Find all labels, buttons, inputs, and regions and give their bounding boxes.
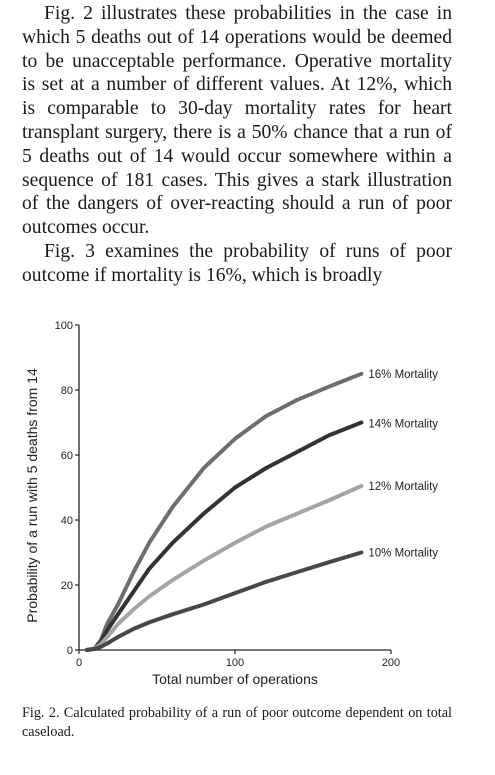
y-tick-label: 80 — [61, 385, 73, 397]
paragraph-2: Fig. 3 examines the probability of runs … — [22, 240, 452, 286]
series-line-16-mortality — [84, 371, 364, 652]
x-tick-label: 100 — [226, 657, 244, 669]
probability-line-chart: 0 20 40 60 80 100 0 100 200 Total number of opera… — [24, 320, 438, 687]
series-label-16-mortality: 16% Mortality — [368, 369, 438, 381]
series-label-14-mortality: 14% Mortality — [368, 419, 438, 431]
series-line-12-mortality — [84, 483, 364, 652]
series-line-10-mortality — [84, 550, 364, 652]
x-axis-label: Total number of operations — [152, 671, 318, 687]
y-tick-label: 60 — [61, 450, 73, 462]
series-label-10-mortality: 10% Mortality — [368, 548, 438, 560]
y-tick-label: 0 — [67, 645, 73, 657]
x-tick-label: 0 — [76, 657, 82, 669]
y-tick-label: 40 — [61, 515, 73, 527]
paragraph-1: Fig. 2 illustrates these probabilities i… — [22, 3, 452, 239]
y-tick-label: 20 — [61, 580, 73, 592]
x-tick-label: 200 — [382, 657, 400, 669]
article-text: Fig. 2 illustrates these probabilities i… — [22, 0, 452, 288]
y-axis-label: Probability of a run with 5 deaths from … — [24, 368, 40, 623]
y-tick-label: 100 — [55, 320, 73, 332]
series-label-12-mortality: 12% Mortality — [368, 481, 438, 493]
figure-caption: Fig. 2. Calculated probability of a run … — [22, 705, 452, 740]
